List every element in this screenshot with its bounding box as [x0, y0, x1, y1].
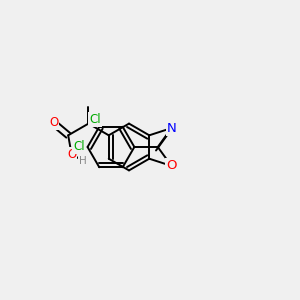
Text: O: O — [49, 116, 58, 130]
Text: Cl: Cl — [89, 113, 101, 126]
Text: N: N — [167, 122, 176, 135]
Text: H: H — [79, 156, 87, 166]
Text: Cl: Cl — [74, 140, 85, 154]
Text: O: O — [166, 159, 177, 172]
Text: O: O — [67, 148, 76, 161]
